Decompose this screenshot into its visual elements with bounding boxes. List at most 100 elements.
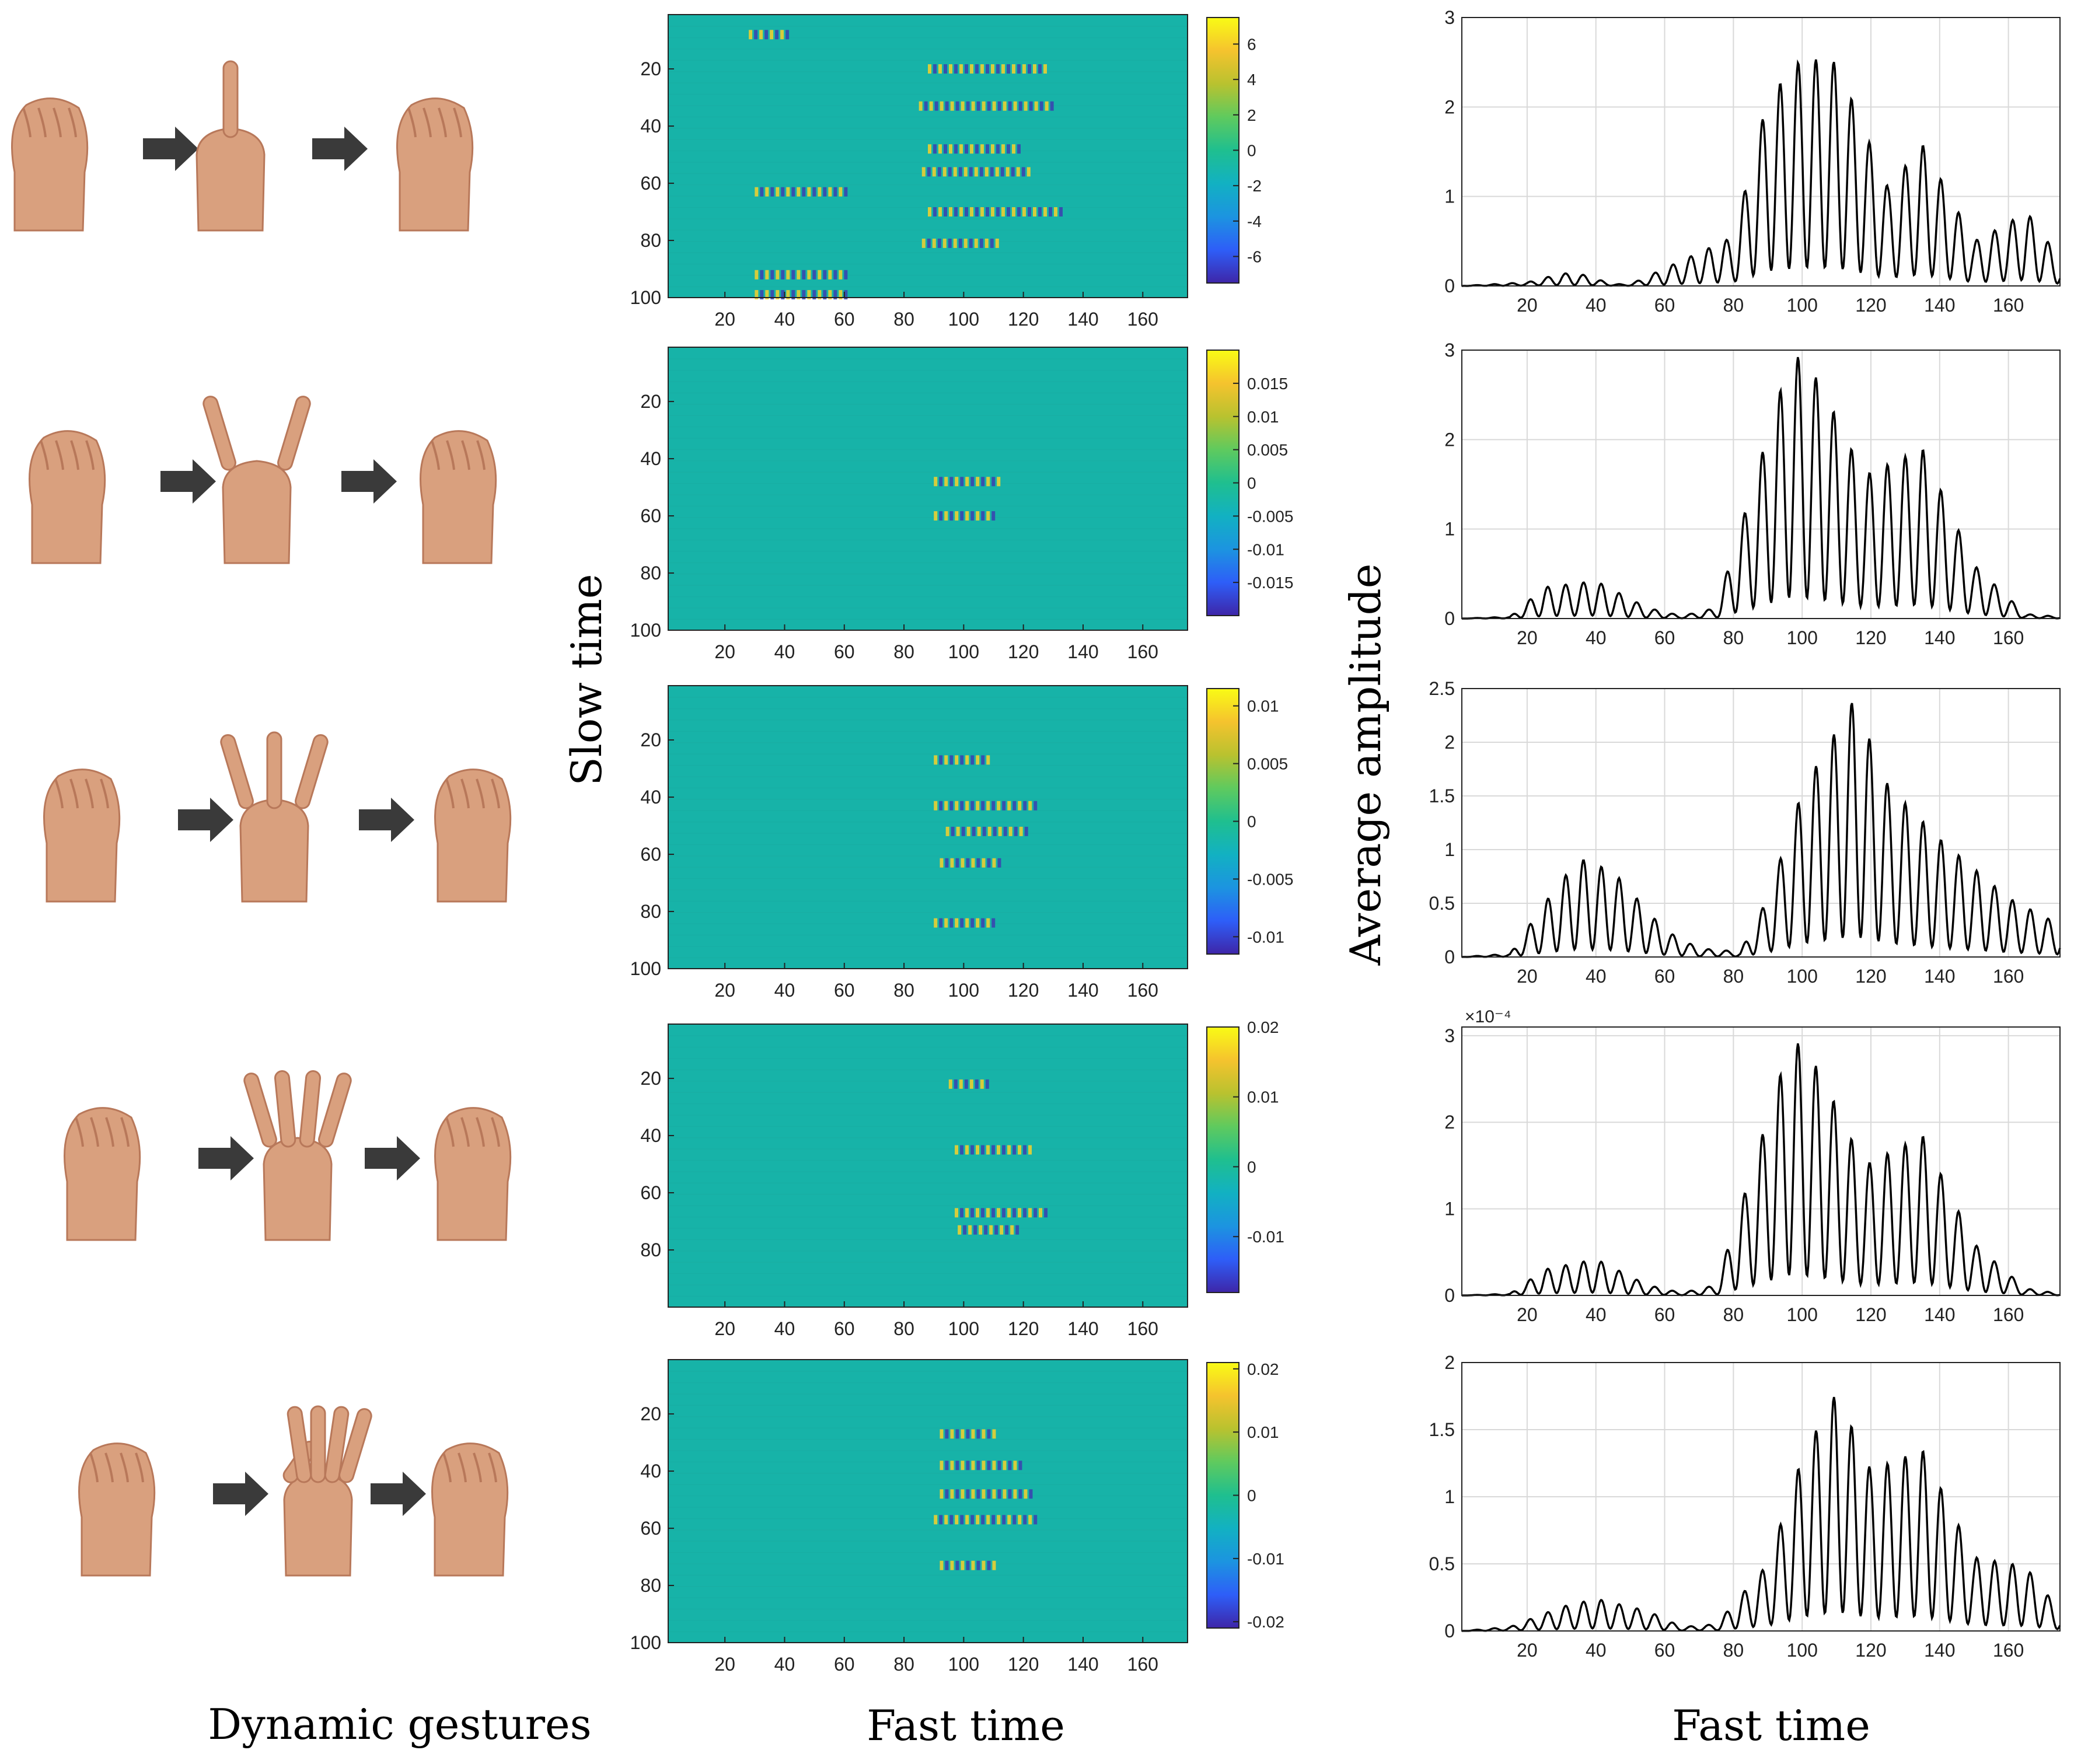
heatmap-positive-cell bbox=[955, 477, 959, 487]
heatmap-texture-row bbox=[668, 1159, 1188, 1161]
heatmap-positive-cell bbox=[839, 270, 843, 280]
x-tick-label: 140 bbox=[1924, 966, 1955, 987]
heatmap-signal-band bbox=[955, 1208, 1048, 1218]
heatmap-negative-cell bbox=[945, 101, 949, 111]
heatmap-positive-cell bbox=[955, 1208, 959, 1218]
heatmap-positive-cell bbox=[942, 167, 947, 177]
heatmap-positive-cell bbox=[949, 144, 952, 154]
heatmap-texture-row bbox=[668, 415, 1188, 416]
heatmap-texture-row bbox=[668, 1393, 1188, 1395]
fist-knuckle-line bbox=[476, 1117, 485, 1147]
fist-palm bbox=[11, 97, 89, 232]
fist-knuckle-line bbox=[70, 440, 79, 470]
heatmap-positive-cell bbox=[807, 290, 811, 300]
heatmap-signal-band bbox=[940, 1429, 996, 1439]
fist-to-open-palm-icon bbox=[78, 1405, 509, 1577]
heatmap-negative-cell bbox=[966, 1560, 970, 1570]
y-tick-label: 1 bbox=[1444, 839, 1455, 860]
heatmap-positive-cell bbox=[959, 1079, 963, 1089]
heatmap-positive-cell bbox=[965, 1515, 969, 1525]
heatmap-negative-cell bbox=[770, 290, 774, 300]
heatmap-negative-cell bbox=[924, 101, 928, 111]
heatmap-positive-cell bbox=[970, 207, 973, 217]
heatmap-positive-cell bbox=[965, 801, 969, 811]
heatmap-negative-cell bbox=[760, 187, 764, 197]
x-tick-label: 20 bbox=[714, 1318, 735, 1339]
heatmap-negative-cell bbox=[997, 101, 1001, 111]
heatmap-negative-cell bbox=[963, 1225, 967, 1235]
colorbar-tick-label: -0.005 bbox=[1247, 507, 1293, 525]
heatmap-positive-cell bbox=[969, 1079, 973, 1089]
y-tick-label: 20 bbox=[640, 729, 661, 750]
heatmap-negative-cell bbox=[937, 167, 941, 177]
heatmap-texture-row bbox=[668, 821, 1188, 823]
heatmap-negative-cell bbox=[958, 167, 962, 177]
heatmap-positive-cell bbox=[992, 1489, 996, 1499]
arrow-icon bbox=[178, 798, 233, 842]
heatmap-positive-cell bbox=[1007, 1208, 1011, 1218]
heatmap-negative-cell bbox=[954, 207, 958, 217]
heatmap-frame bbox=[668, 1024, 1188, 1308]
heatmap-texture-row bbox=[668, 1586, 1188, 1587]
heatmap-positive-cell bbox=[1026, 167, 1031, 177]
heatmap-positive-cell bbox=[1034, 101, 1038, 111]
heatmap-positive-cell bbox=[979, 1225, 983, 1235]
heatmap-negative-cell bbox=[1023, 801, 1027, 811]
heatmap-background bbox=[668, 347, 1188, 630]
x-tick-label: 120 bbox=[1008, 641, 1039, 662]
x-tick-label: 60 bbox=[834, 309, 855, 330]
heatmap-positive-cell bbox=[1000, 1225, 1004, 1235]
heatmap-negative-cell bbox=[1028, 207, 1031, 217]
colorbar-tick-label: 2 bbox=[1247, 106, 1256, 124]
heatmap-signal-band bbox=[940, 1560, 996, 1570]
heatmap-positive-cell bbox=[765, 187, 769, 197]
x-tick-label: 100 bbox=[1786, 1640, 1817, 1661]
heatmap-positive-cell bbox=[971, 101, 975, 111]
fist-knuckle-line bbox=[476, 778, 485, 809]
x-tick-label: 160 bbox=[1127, 980, 1158, 1001]
x-tick-label: 80 bbox=[1723, 627, 1744, 648]
heatmap-positive-cell bbox=[818, 290, 822, 300]
y-tick-label: 100 bbox=[630, 1632, 661, 1653]
fist-to-four-fingers-icon bbox=[64, 1070, 512, 1241]
heatmap-positive-cell bbox=[944, 1515, 948, 1525]
heatmap-texture-row bbox=[668, 1541, 1188, 1542]
heatmap-positive-cell bbox=[770, 30, 774, 40]
colorbar-tick-label: -0.02 bbox=[1247, 1613, 1284, 1631]
heatmap-negative-cell bbox=[981, 1208, 985, 1218]
heatmap-negative-cell bbox=[770, 187, 774, 197]
heatmap-negative-cell bbox=[996, 64, 1000, 74]
colorbar-tick-label: 0.015 bbox=[1247, 375, 1288, 393]
heatmap-negative-cell bbox=[1012, 1208, 1017, 1218]
x-tick-label: 160 bbox=[1993, 627, 2024, 648]
fist-to-one-finger-icon bbox=[11, 60, 474, 232]
heatmap-negative-cell bbox=[1029, 101, 1033, 111]
heatmap-negative-cell bbox=[844, 187, 848, 197]
y-tick-label: 80 bbox=[640, 1575, 661, 1596]
heatmap-positive-cell bbox=[984, 238, 989, 248]
heatmap-negative-cell bbox=[775, 30, 779, 40]
x-tick-label: 140 bbox=[1067, 309, 1098, 330]
x-tick-label: 60 bbox=[834, 980, 855, 1001]
heatmap-positive-cell bbox=[1013, 1461, 1017, 1470]
heatmap-positive-cell bbox=[1016, 167, 1020, 177]
fist-knuckle-line bbox=[89, 1452, 99, 1483]
heatmap-texture-row bbox=[668, 381, 1188, 382]
heatmap-positive-cell bbox=[1024, 1489, 1028, 1499]
x-tick-label: 160 bbox=[1127, 309, 1158, 330]
heatmap-signal-band bbox=[919, 101, 1054, 111]
heatmap-positive-cell bbox=[1033, 207, 1036, 217]
right-x-axis-label: Fast time bbox=[1672, 1701, 1870, 1750]
heatmap-negative-cell bbox=[939, 477, 943, 487]
heatmap-chart-4: 20 40 60 80 100 120 140 160 20 40 60 80 0.02 0.01 0 -0.… bbox=[640, 1018, 1284, 1339]
fist-knuckle-line bbox=[461, 440, 470, 470]
heatmap-negative-cell bbox=[987, 1560, 991, 1570]
heatmap-negative-cell bbox=[823, 187, 827, 197]
heatmap-positive-cell bbox=[1012, 64, 1015, 74]
raised-finger bbox=[202, 396, 236, 471]
x-tick-label: 160 bbox=[1127, 1654, 1158, 1675]
heatmap-negative-cell bbox=[966, 101, 970, 111]
hand-palm bbox=[263, 1137, 333, 1241]
heatmap-negative-cell bbox=[994, 1225, 998, 1235]
y-tick-label: 40 bbox=[640, 787, 661, 808]
